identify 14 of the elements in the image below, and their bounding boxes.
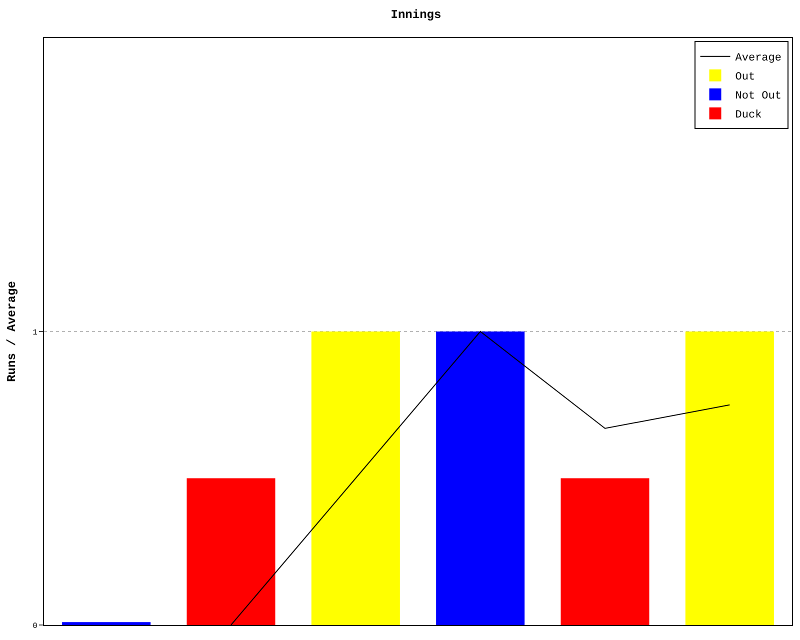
bar (186, 478, 276, 625)
legend-label: Out (735, 72, 756, 84)
bar (685, 332, 774, 625)
y-tick-label: 0 (32, 622, 38, 631)
y-axis-title: Runs / Average (4, 281, 19, 382)
legend-label: Average (735, 52, 782, 65)
bar (436, 332, 525, 625)
bar (62, 622, 151, 625)
bar (560, 478, 650, 625)
bar (311, 332, 400, 625)
y-tick-label: 1 (32, 328, 38, 338)
chart-title: Innings (390, 8, 442, 22)
legend-label: Duck (735, 110, 762, 122)
legend-label: Not Out (735, 90, 782, 103)
